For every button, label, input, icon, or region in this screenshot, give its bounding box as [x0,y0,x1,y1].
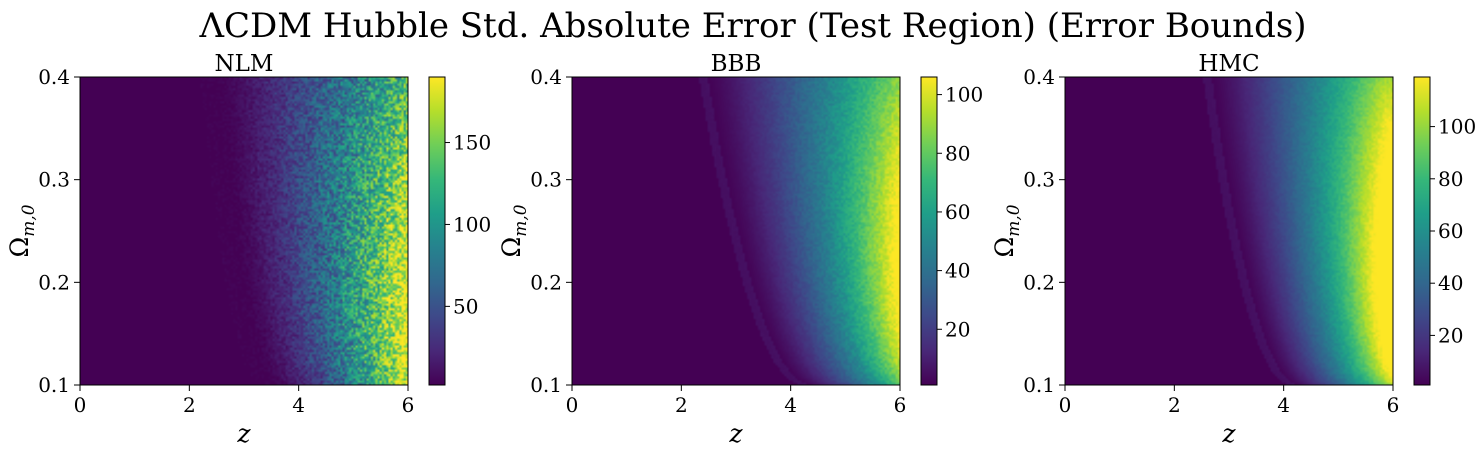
y-tick-label: 0.2 [38,270,70,294]
x-tick-label: 4 [1277,393,1290,417]
colorbar-tick-label: 40 [1438,271,1463,295]
colorbar-tick-label: 80 [945,141,970,165]
y-axis-label: Ωm,0 [497,204,531,257]
colorbar-tick-label: 100 [1438,115,1476,139]
colorbar-tick-label: 100 [945,83,983,107]
colorbar-tick-label: 80 [1438,167,1463,191]
heatmap-image [80,77,408,385]
y-tick-label: 0.4 [1023,65,1055,89]
heatmap-image [1065,77,1393,385]
figure-title: ΛCDM Hubble Std. Absolute Error (Test Re… [198,6,1306,46]
heatmap-image [572,77,900,385]
x-axis-label: z [728,419,743,448]
y-tick-label: 0.3 [1023,168,1055,192]
x-tick-label: 4 [784,393,797,417]
y-tick-label: 0.3 [38,168,70,192]
x-tick-label: 0 [1059,393,1072,417]
colorbar-tick-label: 100 [453,212,491,236]
panel-hmc: HMC 0 2 4 6 0.1 0.2 0.3 0.4 z Ωm,0 20 40 60 80 100 [990,51,1476,448]
axes-frame [79,76,409,386]
y-tick-label: 0.2 [1023,270,1055,294]
colorbar-tick-label: 60 [1438,219,1463,243]
colorbar [920,76,938,386]
colorbar-tick-label: 20 [945,317,970,341]
y-tick-label: 0.4 [38,65,70,89]
y-tick-label: 0.1 [1023,373,1055,397]
axes-frame [571,76,901,386]
colorbar [1413,76,1431,386]
x-tick-label: 6 [402,393,415,417]
y-tick-label: 0.1 [530,373,562,397]
colorbar [428,76,446,386]
x-tick-label: 6 [894,393,907,417]
x-tick-label: 6 [1387,393,1400,417]
colorbar-tick-label: 20 [1438,323,1463,347]
axes-frame [1064,76,1394,386]
y-axis-label: Ωm,0 [990,204,1024,257]
y-tick-label: 0.3 [530,168,562,192]
colorbar-tick-label: 50 [453,294,478,318]
x-axis-label: z [236,419,251,448]
colorbar-tick-label: 150 [453,131,491,155]
y-tick-label: 0.2 [530,270,562,294]
y-axis-label: Ωm,0 [5,204,39,257]
colorbar-tick-label: 40 [945,259,970,283]
x-tick-label: 2 [675,393,688,417]
y-tick-label: 0.4 [530,65,562,89]
x-tick-label: 0 [566,393,579,417]
colorbar-tick-label: 60 [945,200,970,224]
y-tick-label: 0.1 [38,373,70,397]
x-tick-label: 0 [74,393,87,417]
x-tick-label: 2 [183,393,196,417]
x-tick-label: 4 [292,393,305,417]
panel-nlm: NLM 0 2 4 6 0.1 0.2 0.3 0.4 z Ωm,0 50 100 150 [5,51,491,448]
panel-title: HMC [1198,51,1259,77]
panel-bbb: BBB 0 2 4 6 0.1 0.2 0.3 0.4 z Ωm,0 20 40 60 80 100 [497,51,983,448]
x-axis-label: z [1221,419,1236,448]
panel-title: NLM [215,51,274,77]
x-tick-label: 2 [1168,393,1181,417]
panel-title: BBB [711,51,762,77]
